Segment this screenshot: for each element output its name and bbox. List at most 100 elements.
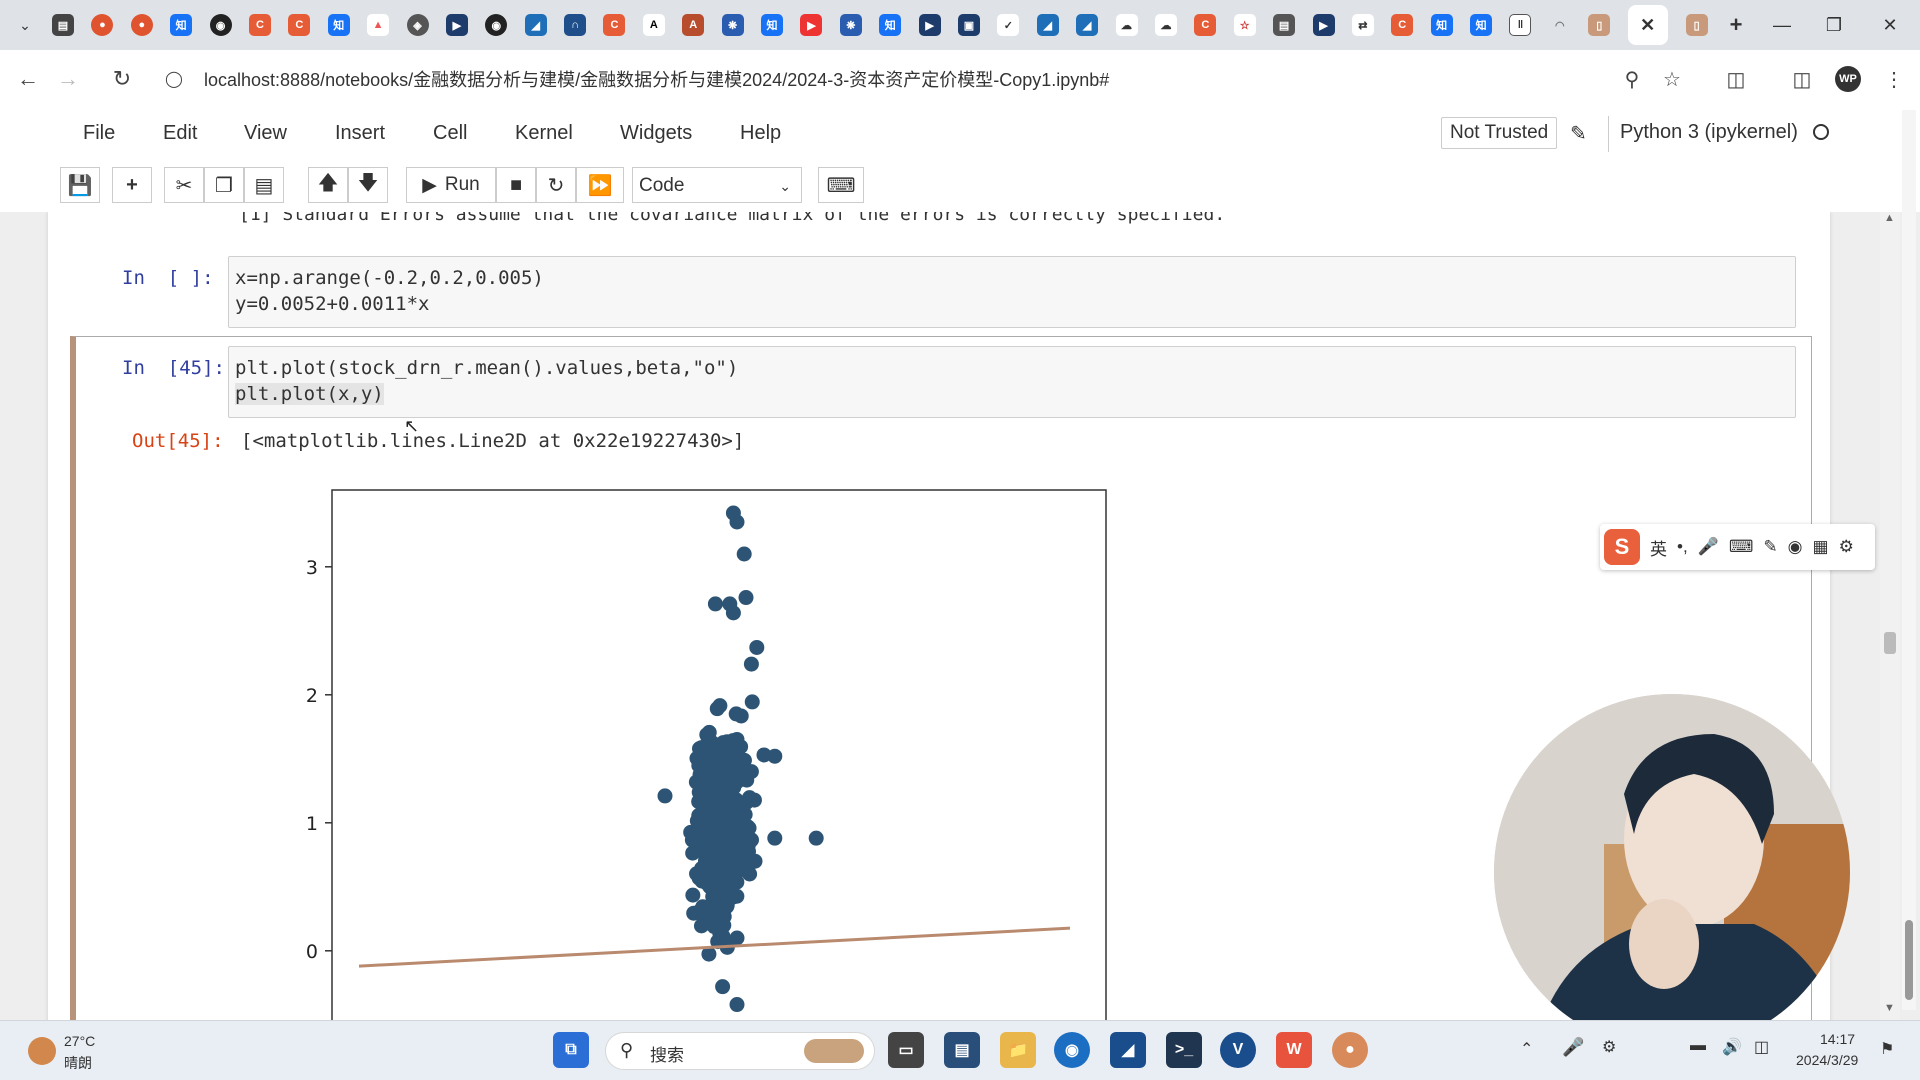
keyboard-icon[interactable]: ⌨ bbox=[818, 167, 864, 203]
taskbar-search-box[interactable]: ⚲ 搜索 bbox=[605, 1032, 875, 1070]
menu-kernel[interactable]: Kernel bbox=[515, 122, 573, 144]
tab-close-icon[interactable]: ✕ bbox=[1627, 5, 1668, 45]
tab-runner-icon[interactable]: ☆ bbox=[1233, 14, 1256, 36]
tab-zhihu-icon[interactable]: 知 bbox=[1430, 14, 1453, 36]
fast-forward-icon[interactable]: ⏩ bbox=[576, 167, 624, 203]
scroll-up-chevron-icon[interactable]: ▲ bbox=[1884, 212, 1895, 224]
tab-notebook-icon[interactable]: ▯ bbox=[1588, 14, 1611, 36]
minimize-window-icon[interactable]: — bbox=[1773, 14, 1791, 35]
tray-network-icon[interactable]: ▬ bbox=[1690, 1037, 1706, 1054]
tab-site-icon[interactable]: ▣ bbox=[957, 14, 980, 36]
ime-toolbar[interactable]: S 英 •, 🎤 ⌨ ✎ ◉ ▦ ⚙ bbox=[1600, 524, 1875, 570]
tab-cloud-icon[interactable]: ☁ bbox=[1154, 14, 1177, 36]
new-tab-plus-icon[interactable]: + bbox=[1729, 12, 1743, 37]
tab-a-icon[interactable]: A bbox=[682, 14, 705, 36]
stop-square-icon[interactable]: ■ bbox=[496, 167, 536, 203]
clock-time[interactable]: 14:17 bbox=[1820, 1031, 1856, 1047]
terminal-icon[interactable]: >_ bbox=[1166, 1032, 1202, 1068]
reload-icon[interactable]: ↻ bbox=[112, 66, 132, 91]
tab-github-icon[interactable]: ◉ bbox=[209, 14, 232, 36]
url-text[interactable]: localhost:8888/notebooks/金融数据分析与建模/金融数据分… bbox=[204, 70, 1110, 90]
file-explorer-icon[interactable]: 📁 bbox=[1000, 1032, 1036, 1068]
save-icon[interactable]: 💾 bbox=[60, 167, 100, 203]
close-window-icon[interactable]: ✕ bbox=[1882, 14, 1898, 35]
tab-paw-icon[interactable]: ❋ bbox=[839, 14, 862, 36]
app-bookmark-icon[interactable]: ◢ bbox=[1110, 1032, 1146, 1068]
scrollbar-thumb[interactable] bbox=[1884, 632, 1896, 654]
menu-widgets[interactable]: Widgets bbox=[620, 122, 693, 144]
tray-mic-icon[interactable]: 🎤 bbox=[1562, 1037, 1585, 1057]
restart-icon[interactable]: ↻ bbox=[536, 167, 576, 203]
menu-edit[interactable]: Edit bbox=[163, 122, 198, 144]
back-arrow-icon[interactable]: ← bbox=[17, 66, 39, 91]
tab-site-icon[interactable]: ▲ bbox=[367, 14, 390, 36]
app-window-icon[interactable]: ▤ bbox=[944, 1032, 980, 1068]
tab-a-icon[interactable]: A bbox=[642, 14, 665, 36]
tab-paw-icon[interactable]: ❋ bbox=[721, 14, 744, 36]
tab-zhihu-icon[interactable]: 知 bbox=[1470, 14, 1493, 36]
insert-cell-plus-icon[interactable]: + bbox=[112, 167, 152, 203]
tab-c-icon[interactable]: C bbox=[288, 14, 311, 36]
tab-columns-icon[interactable]: ‖ bbox=[1509, 14, 1532, 36]
tab-c-icon[interactable]: C bbox=[603, 14, 626, 36]
notification-bell-icon[interactable]: ⚑ bbox=[1880, 1041, 1895, 1058]
forward-arrow-icon[interactable]: → bbox=[57, 66, 79, 91]
move-up-arrow-icon[interactable]: 🡅 bbox=[308, 167, 348, 203]
task-view-icon[interactable]: ▭ bbox=[888, 1032, 924, 1068]
tab-calendar-icon[interactable]: ▤ bbox=[52, 14, 74, 36]
microphone-icon[interactable]: 🎤 bbox=[1697, 537, 1719, 556]
weather-desc[interactable]: 晴朗 bbox=[64, 1055, 92, 1071]
kernel-status[interactable]: Python 3 (ipykernel) bbox=[1620, 121, 1830, 144]
menu-cell[interactable]: Cell bbox=[433, 122, 468, 144]
outer-scrollbar[interactable] bbox=[1902, 110, 1916, 1010]
keyboard-icon[interactable]: ⌨ bbox=[1728, 537, 1754, 556]
tab-tool-icon[interactable]: ✓ bbox=[997, 14, 1020, 36]
cell2-input[interactable]: plt.plot(stock_drn_r.mean().values,beta,… bbox=[228, 346, 1796, 418]
start-windows-icon[interactable]: ⧉ bbox=[553, 1032, 589, 1068]
tab-video-icon[interactable]: ▶ bbox=[1312, 14, 1335, 36]
app-recorder-icon[interactable]: ● bbox=[1332, 1032, 1368, 1068]
weather-temp[interactable]: 27°C bbox=[64, 1033, 96, 1049]
settings-gear-icon[interactable]: ⚙ bbox=[1838, 537, 1854, 556]
cell-type-select[interactable]: Code ⌄ bbox=[632, 167, 802, 203]
tray-volume-icon[interactable]: 🔊 bbox=[1722, 1039, 1742, 1056]
tab-record-icon[interactable]: ● bbox=[130, 14, 153, 36]
tab-github-icon[interactable]: ◉ bbox=[485, 14, 508, 36]
tab-bookmark-icon[interactable]: ◢ bbox=[1036, 14, 1059, 36]
chrome-icon[interactable]: ◉ bbox=[1054, 1032, 1090, 1068]
tab-notebook-icon[interactable]: ▯ bbox=[1685, 14, 1708, 36]
clock-date[interactable]: 2024/3/29 bbox=[1796, 1052, 1859, 1068]
sidepanel-icon[interactable]: ◫ bbox=[1792, 68, 1812, 91]
extensions-icon[interactable]: ◫ bbox=[1726, 68, 1746, 91]
trust-indicator[interactable]: Not Trusted bbox=[1441, 117, 1558, 149]
vertical-scrollbar[interactable]: ▲ ▼ bbox=[1880, 212, 1900, 1020]
weather-icon[interactable] bbox=[28, 1037, 56, 1065]
tray-chevron-up-icon[interactable]: ⌃ bbox=[1520, 1041, 1534, 1058]
tab-search-chevron-icon[interactable]: ⌄ bbox=[19, 16, 31, 33]
tab-loading-icon[interactable]: ◠ bbox=[1555, 19, 1565, 32]
tab-book-icon[interactable]: ▤ bbox=[1273, 14, 1296, 36]
tab-youtube-icon[interactable]: ▶ bbox=[800, 14, 823, 36]
tab-zhihu-icon[interactable]: 知 bbox=[761, 14, 784, 36]
tab-cloud-icon[interactable]: ☁ bbox=[1115, 14, 1138, 36]
scroll-down-chevron-icon[interactable]: ▼ bbox=[1884, 1002, 1895, 1014]
skin-icon[interactable]: ✎ bbox=[1763, 537, 1778, 556]
menu-view[interactable]: View bbox=[244, 122, 287, 144]
tab-c-icon[interactable]: C bbox=[1391, 14, 1414, 36]
app-v-icon[interactable]: V bbox=[1220, 1032, 1256, 1068]
tab-globe-icon[interactable]: ◈ bbox=[406, 14, 429, 36]
grid-icon[interactable]: ▦ bbox=[1812, 537, 1829, 556]
punctuation-icon[interactable]: •, bbox=[1677, 537, 1688, 556]
edit-pencil-icon[interactable]: ✎ bbox=[1570, 123, 1587, 145]
paste-icon[interactable]: ▤ bbox=[244, 167, 284, 203]
profile-avatar[interactable]: WP bbox=[1828, 59, 1868, 99]
menu-file[interactable]: File bbox=[83, 122, 116, 144]
tab-shuffle-icon[interactable]: ⇄ bbox=[1351, 14, 1374, 36]
move-down-arrow-icon[interactable]: 🡇 bbox=[348, 167, 388, 203]
tab-zhihu-icon[interactable]: 知 bbox=[170, 14, 193, 36]
tray-ime-icon[interactable]: ⚙ bbox=[1602, 1039, 1617, 1056]
browser-menu-icon[interactable]: ⋮ bbox=[1884, 68, 1904, 91]
zoom-icon[interactable]: ⚲ bbox=[1624, 68, 1640, 91]
bookmark-star-icon[interactable]: ☆ bbox=[1663, 68, 1681, 91]
tab-bookmark-icon[interactable]: ◢ bbox=[524, 14, 547, 36]
